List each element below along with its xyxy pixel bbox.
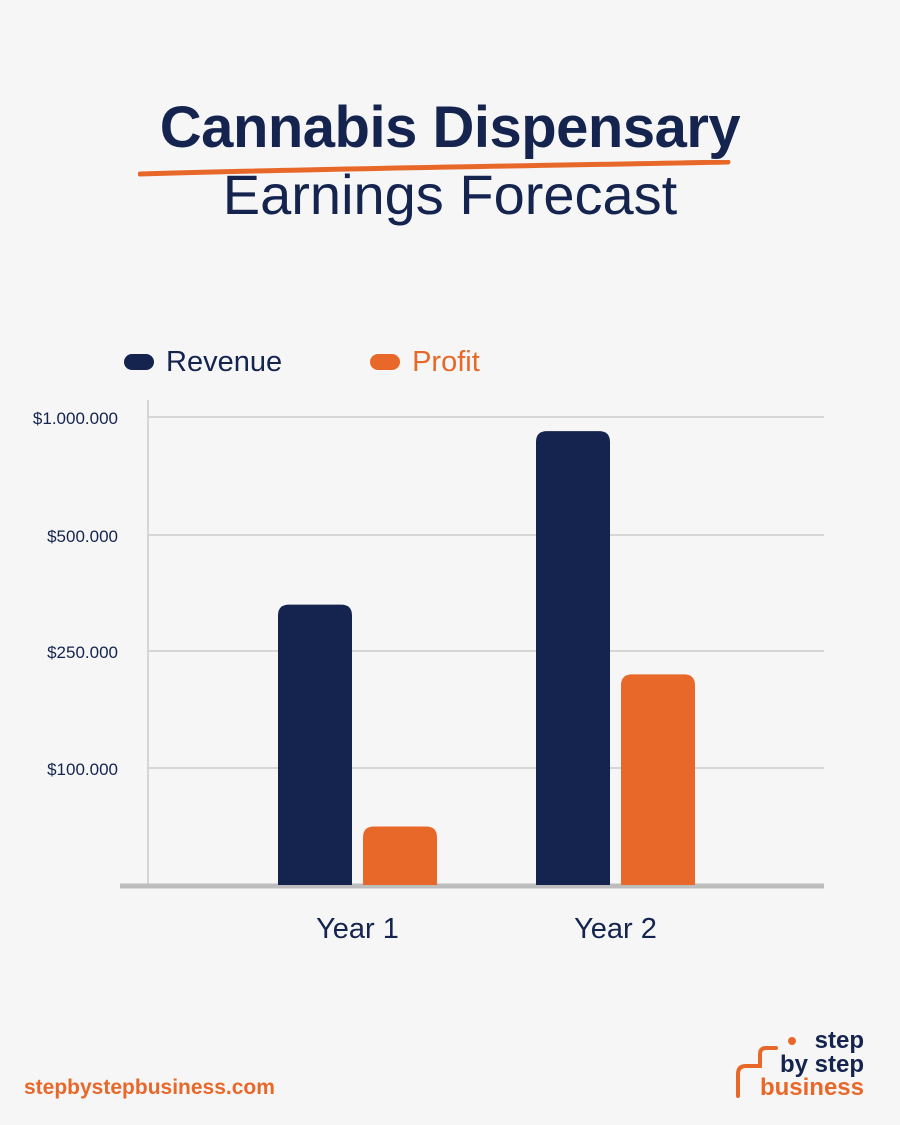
logo-line-2: by step [779, 1051, 864, 1078]
legend-swatch-profit [370, 354, 401, 370]
x-tick-label: Year 2 [574, 913, 657, 945]
bar-profit-year-2 [621, 674, 695, 885]
bar-profit-year-1 [363, 826, 437, 885]
title-line-2: Earnings Forecast [222, 163, 678, 226]
bar-revenue-year-1 [278, 604, 352, 885]
legend-item-profit: Profit [370, 346, 480, 379]
footer-url[interactable]: stepbystepbusiness.com [24, 1076, 275, 1099]
title-underline [138, 160, 731, 177]
title-line-1: Cannabis Dispensary [159, 95, 741, 160]
y-tick-label: $500.000 [47, 527, 118, 546]
bar-chart: $100.000 $250.000 $500.000 $1.000.000 Year 1… [33, 400, 824, 945]
logo-line-1: step [814, 1027, 864, 1054]
bar-revenue-year-2 [536, 431, 610, 885]
y-tick-label: $250.000 [47, 643, 118, 662]
y-tick-label: $1.000.000 [33, 409, 118, 428]
y-tick-label: $100.000 [47, 760, 118, 779]
chart-legend: Revenue Profit [124, 340, 568, 384]
legend-item-revenue: Revenue [124, 346, 282, 379]
legend-swatch-revenue [124, 354, 154, 370]
logo-line-3: business [759, 1074, 864, 1101]
legend-label-profit: Profit [412, 345, 480, 378]
x-tick-label: Year 1 [316, 913, 399, 945]
legend-label-revenue: Revenue [166, 345, 283, 378]
chart-title: Cannabis Dispensary Earnings Forecast [0, 92, 900, 230]
brand-logo: step by step business [730, 1027, 870, 1102]
